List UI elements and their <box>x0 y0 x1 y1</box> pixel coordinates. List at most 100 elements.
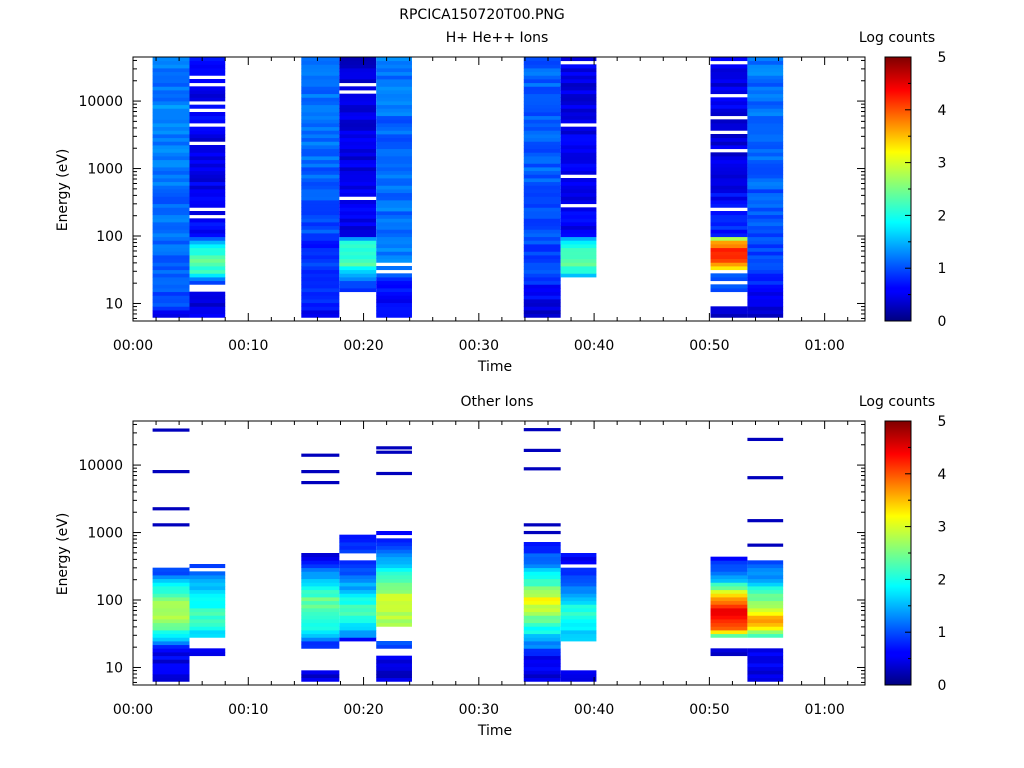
heatmap-cell <box>523 637 561 642</box>
heatmap-cell <box>747 284 784 289</box>
heatmap-cell <box>747 97 784 102</box>
heatmap-cell <box>301 192 340 197</box>
heatmap-cell <box>339 269 377 274</box>
heatmap-cell <box>710 604 748 609</box>
heatmap-cell <box>301 258 340 263</box>
heatmap-cell <box>747 299 784 304</box>
heatmap-cell <box>560 229 597 234</box>
heatmap-cell <box>523 200 561 205</box>
heatmap-cell <box>523 115 561 120</box>
heatmap-cell <box>339 233 377 238</box>
heatmap-cell <box>523 677 561 682</box>
heatmap-cell <box>376 600 412 605</box>
heatmap-cell <box>376 593 412 598</box>
heatmap-cell <box>560 266 597 271</box>
heatmap-cell <box>710 79 748 84</box>
heatmap-cell <box>152 90 190 95</box>
heatmap-cell <box>747 68 784 73</box>
heatmap-cell <box>523 655 561 660</box>
heatmap-cell <box>301 564 340 569</box>
heatmap-cell <box>339 57 377 62</box>
heatmap-line <box>376 450 412 454</box>
heatmap-cell <box>560 71 597 76</box>
heatmap-cell <box>189 630 226 635</box>
heatmap-cell <box>523 560 561 565</box>
heatmap-cell <box>523 288 561 293</box>
heatmap-cell <box>747 119 784 124</box>
heatmap-cell <box>301 597 340 602</box>
heatmap-cell <box>189 597 226 602</box>
heatmap-cell <box>747 203 784 208</box>
heatmap-cell <box>376 75 412 80</box>
heatmap-cell <box>152 622 190 627</box>
heatmap-cell <box>339 608 377 613</box>
heatmap-cell <box>560 567 597 572</box>
heatmap-cell <box>747 295 784 300</box>
heatmap-line <box>376 471 412 476</box>
heatmap-cell <box>376 79 412 84</box>
heatmap-column <box>189 564 226 657</box>
heatmap-cell <box>560 134 597 139</box>
heatmap-cell <box>189 64 226 69</box>
heatmap-cell <box>339 567 377 572</box>
heatmap-cell <box>376 306 412 311</box>
heatmap-cell <box>376 641 412 646</box>
heatmap-cell <box>747 211 784 216</box>
heatmap-cell <box>339 538 377 543</box>
heatmap-cell <box>523 619 561 624</box>
heatmap-cell <box>523 622 561 627</box>
plot-frame <box>132 420 866 686</box>
heatmap-cell <box>152 64 190 69</box>
heatmap-cell <box>152 152 190 157</box>
heatmap-cell <box>747 633 784 638</box>
heatmap-cell <box>339 134 377 139</box>
heatmap-cell <box>747 225 784 230</box>
heatmap-cell <box>710 112 748 117</box>
heatmap-cell <box>301 593 340 598</box>
heatmap-line <box>301 453 340 457</box>
heatmap-cell <box>523 64 561 69</box>
colorbar-tick-label: 5 <box>938 414 947 430</box>
heatmap-cell <box>339 192 377 197</box>
heatmap-cell <box>339 181 377 186</box>
heatmap-cell <box>523 641 561 646</box>
heatmap-cell <box>189 200 226 205</box>
heatmap-cell <box>747 313 784 318</box>
heatmap-line <box>376 446 412 450</box>
heatmap-cell <box>523 134 561 139</box>
heatmap-cell <box>376 582 412 587</box>
heatmap-cell <box>523 152 561 157</box>
heatmap-cell <box>189 258 226 263</box>
heatmap-cell <box>560 240 597 245</box>
heatmap-cell <box>301 104 340 109</box>
heatmap-cell <box>339 582 377 587</box>
heatmap-cell <box>152 137 190 142</box>
heatmap-cell <box>523 663 561 668</box>
heatmap-cell <box>710 240 748 245</box>
heatmap-cell <box>301 291 340 296</box>
heatmap-cell <box>523 644 561 649</box>
heatmap-cell <box>560 218 597 223</box>
heatmap-cell <box>747 145 784 150</box>
heatmap-cell <box>152 593 190 598</box>
heatmap-cell <box>523 181 561 186</box>
heatmap-cell <box>301 126 340 131</box>
heatmap-cell <box>189 222 226 227</box>
heatmap-cell <box>747 273 784 278</box>
heatmap-cell <box>301 203 340 208</box>
heatmap-column <box>560 553 597 682</box>
heatmap-cell <box>710 82 748 87</box>
heatmap-cell <box>301 236 340 241</box>
heatmap-cell <box>523 207 561 212</box>
heatmap-cell <box>747 571 784 576</box>
heatmap-cell <box>152 600 190 605</box>
heatmap-cell <box>301 64 340 69</box>
heatmap-cell <box>152 306 190 311</box>
heatmap-line <box>523 428 561 432</box>
heatmap-cell <box>747 60 784 65</box>
heatmap-cell <box>523 578 561 583</box>
heatmap-cell <box>301 60 340 65</box>
heatmap-cell <box>339 571 377 576</box>
heatmap-cell <box>152 134 190 139</box>
heatmap-cell <box>339 277 377 282</box>
